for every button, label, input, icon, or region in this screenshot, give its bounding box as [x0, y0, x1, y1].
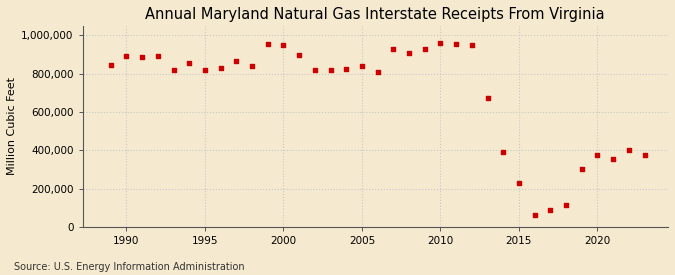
- Point: [529, 213, 540, 217]
- Point: [639, 153, 650, 157]
- Point: [435, 40, 446, 45]
- Point: [388, 47, 399, 51]
- Point: [215, 65, 226, 70]
- Point: [561, 203, 572, 207]
- Point: [137, 55, 148, 59]
- Point: [608, 157, 618, 161]
- Title: Annual Maryland Natural Gas Interstate Receipts From Virginia: Annual Maryland Natural Gas Interstate R…: [146, 7, 605, 22]
- Point: [121, 54, 132, 58]
- Point: [451, 42, 462, 46]
- Point: [325, 68, 336, 72]
- Point: [356, 64, 367, 68]
- Point: [263, 42, 273, 46]
- Point: [576, 166, 587, 171]
- Point: [105, 62, 116, 67]
- Point: [184, 60, 194, 65]
- Point: [341, 67, 352, 71]
- Point: [309, 68, 320, 73]
- Point: [246, 64, 257, 68]
- Point: [545, 208, 556, 212]
- Y-axis label: Million Cubic Feet: Million Cubic Feet: [7, 78, 17, 175]
- Point: [419, 47, 430, 51]
- Point: [498, 150, 509, 155]
- Point: [278, 43, 289, 48]
- Point: [153, 53, 163, 58]
- Point: [231, 59, 242, 63]
- Point: [294, 53, 304, 57]
- Point: [200, 68, 211, 72]
- Point: [404, 51, 414, 56]
- Point: [482, 95, 493, 100]
- Text: Source: U.S. Energy Information Administration: Source: U.S. Energy Information Administ…: [14, 262, 244, 272]
- Point: [592, 153, 603, 157]
- Point: [372, 70, 383, 75]
- Point: [466, 43, 477, 48]
- Point: [168, 68, 179, 72]
- Point: [624, 148, 634, 153]
- Point: [514, 181, 524, 186]
